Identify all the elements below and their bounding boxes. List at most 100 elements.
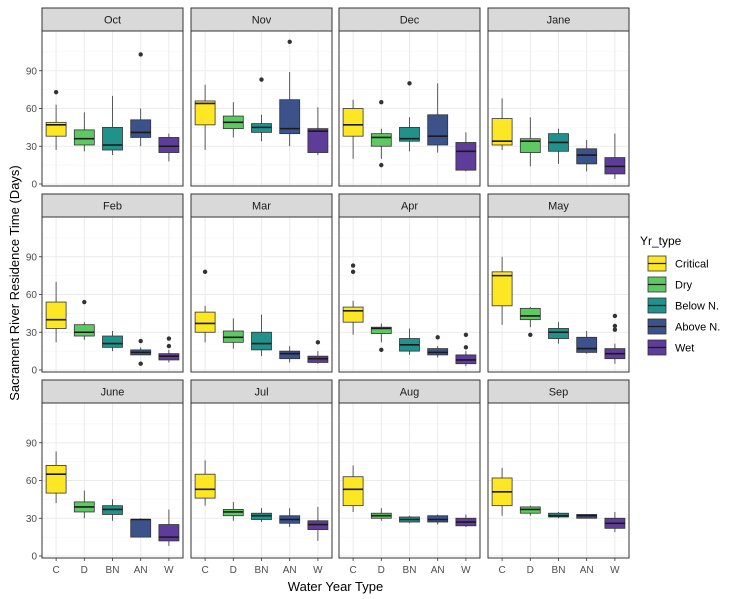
y-tick-label: 60 bbox=[26, 290, 38, 301]
legend-title: Yr_type bbox=[640, 234, 682, 248]
outlier-point bbox=[82, 299, 87, 305]
y-tick-label: 60 bbox=[26, 104, 38, 115]
box-oct-c bbox=[45, 89, 67, 151]
box-iqr bbox=[342, 476, 364, 507]
box-may-w bbox=[604, 313, 626, 364]
outlier-point bbox=[350, 269, 356, 275]
legend-entry-below-n: Below N. bbox=[647, 297, 719, 314]
box-iqr bbox=[307, 128, 329, 153]
panel-border bbox=[190, 216, 333, 373]
box-iqr bbox=[455, 142, 477, 171]
box-dec-w bbox=[455, 132, 477, 172]
outlier-point bbox=[259, 77, 264, 82]
box-nov-an bbox=[279, 39, 301, 147]
box-sep-an bbox=[576, 514, 598, 519]
box-jane-an bbox=[576, 139, 598, 172]
box-iqr bbox=[194, 100, 216, 126]
box-iqr bbox=[158, 137, 180, 153]
y-tick-label: 90 bbox=[26, 66, 38, 77]
box-mar-an bbox=[279, 346, 301, 363]
panel-jane: Jane bbox=[487, 7, 630, 187]
x-tick-label: D bbox=[81, 565, 88, 576]
legend-entry-above-n: Above N. bbox=[647, 318, 720, 335]
box-iqr bbox=[342, 108, 364, 137]
box-apr-an bbox=[427, 335, 449, 358]
panel-border bbox=[338, 30, 481, 187]
legend-label: Dry bbox=[675, 280, 693, 292]
y-tick-label: 90 bbox=[26, 252, 38, 263]
legend-label: Below N. bbox=[675, 301, 719, 313]
y-tick-label: 0 bbox=[31, 180, 37, 191]
box-feb-bn bbox=[102, 330, 123, 352]
x-tick-label: C bbox=[52, 565, 59, 576]
panel-border bbox=[338, 216, 481, 373]
box-iqr bbox=[73, 129, 95, 146]
box-iqr bbox=[576, 148, 598, 165]
box-mar-d bbox=[222, 318, 244, 349]
x-tick-label: AN bbox=[283, 565, 297, 576]
box-oct-w bbox=[158, 133, 180, 162]
x-tick-label: W bbox=[610, 565, 620, 576]
panel-apr: Apr bbox=[338, 193, 481, 373]
box-jane-d bbox=[519, 117, 541, 167]
x-tick-label: BN bbox=[552, 565, 566, 576]
x-axis-title: Water Year Type bbox=[288, 579, 383, 594]
legend-label: Critical bbox=[675, 259, 709, 271]
y-tick-label: 30 bbox=[26, 514, 38, 525]
box-nov-w bbox=[307, 107, 329, 156]
box-nov-c bbox=[194, 84, 216, 151]
legend: Yr_type Critical Dry Below N. Above N. Wet bbox=[640, 234, 720, 356]
y-tick-label: 90 bbox=[26, 438, 38, 449]
x-tick-label: W bbox=[164, 565, 174, 576]
y-axis-title: Sacrament River Residence Time (Days) bbox=[7, 165, 22, 401]
box-may-d bbox=[519, 307, 541, 337]
box-iqr bbox=[491, 271, 513, 307]
outlier-point bbox=[379, 347, 384, 353]
box-aug-w bbox=[455, 514, 477, 528]
box-feb-d bbox=[73, 299, 95, 340]
panel-aug: Aug C D BN AN W bbox=[338, 379, 481, 576]
panel-may: May bbox=[487, 193, 630, 373]
box-iqr bbox=[130, 519, 152, 538]
box-aug-an bbox=[427, 514, 449, 525]
x-tick-label: C bbox=[201, 565, 208, 576]
box-iqr bbox=[194, 473, 216, 499]
box-feb-c bbox=[45, 281, 67, 343]
box-jul-c bbox=[194, 460, 216, 506]
panel-strip-label: Nov bbox=[252, 15, 272, 27]
outlier-point bbox=[315, 340, 321, 345]
box-iqr bbox=[102, 335, 123, 348]
box-iqr bbox=[73, 324, 95, 337]
panel-strip-label: Sep bbox=[549, 387, 569, 399]
box-dec-d bbox=[370, 100, 392, 168]
box-iqr bbox=[251, 331, 272, 351]
box-june-d bbox=[73, 490, 95, 519]
panel-strip-label: Mar bbox=[252, 201, 271, 213]
legend-entry-critical: Critical bbox=[647, 255, 709, 272]
box-iqr bbox=[158, 524, 180, 542]
box-jane-c bbox=[491, 98, 513, 151]
box-jul-w bbox=[307, 506, 329, 541]
box-iqr bbox=[576, 336, 598, 353]
box-dec-bn bbox=[399, 81, 420, 152]
box-june-bn bbox=[102, 499, 123, 521]
box-nov-bn bbox=[251, 77, 272, 142]
box-iqr bbox=[491, 118, 513, 146]
box-oct-bn bbox=[102, 95, 123, 156]
panel-strip-label: Apr bbox=[401, 201, 418, 213]
x-tick-label: D bbox=[230, 565, 237, 576]
box-mar-w bbox=[307, 340, 329, 364]
box-iqr bbox=[548, 328, 569, 339]
outlier-point bbox=[463, 332, 469, 337]
outlier-point bbox=[435, 335, 440, 340]
outlier-point bbox=[138, 338, 143, 344]
box-iqr bbox=[342, 306, 364, 323]
box-jane-w bbox=[604, 133, 626, 179]
box-may-bn bbox=[548, 322, 569, 344]
box-iqr bbox=[45, 464, 67, 494]
panel-mar: Mar bbox=[190, 193, 333, 373]
box-iqr bbox=[427, 114, 449, 146]
box-june-w bbox=[158, 509, 180, 546]
box-jul-d bbox=[222, 501, 244, 521]
box-apr-bn bbox=[399, 328, 420, 355]
